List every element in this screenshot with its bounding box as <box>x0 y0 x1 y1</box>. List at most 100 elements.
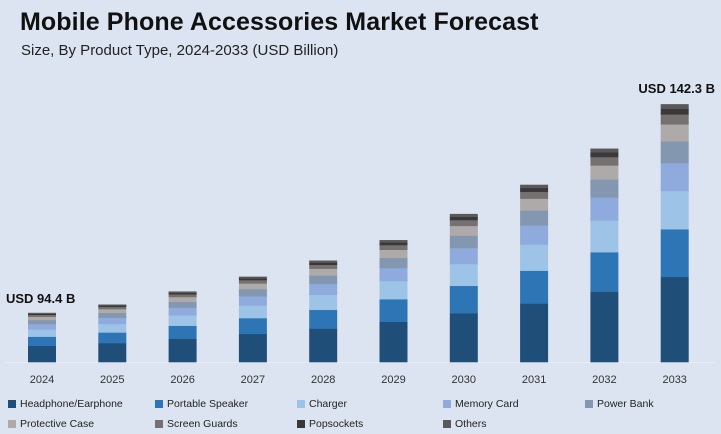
legend-item-portable-speaker: Portable Speaker <box>155 398 248 410</box>
x-tick-label: 2030 <box>452 374 476 386</box>
legend-swatch <box>585 400 593 408</box>
bar-segment-power-bank-2031 <box>520 210 549 226</box>
legend-swatch <box>155 420 163 428</box>
bars-group <box>28 104 689 363</box>
bar-segment-charger-2032 <box>590 220 619 253</box>
legend-label: Others <box>455 418 487 430</box>
annotations-group: USD 94.4 B USD 142.3 B <box>6 81 715 306</box>
bar-segment-headphone-earphone-2027 <box>238 333 267 363</box>
bar-segment-charger-2024 <box>28 329 56 337</box>
bar-segment-popsockets-2030 <box>449 216 478 221</box>
stacked-bar-chart: 2024 2025 2026 2027 2028 2029 2030 2031 2032 2033… <box>6 81 715 386</box>
bar-segment-charger-2028 <box>309 294 338 311</box>
bar-segment-headphone-earphone-2029 <box>379 321 408 363</box>
bar-segment-memory-card-2029 <box>379 267 408 282</box>
x-tick-label: 2032 <box>592 374 616 386</box>
x-tick-label: 2028 <box>311 374 335 386</box>
chart-title: Mobile Phone Accessories Market Forecast <box>20 8 539 36</box>
bar-segment-portable-speaker-2031 <box>520 270 549 304</box>
bar-segment-protective-case-2026 <box>168 296 197 302</box>
bar-stack-2027 <box>238 276 267 363</box>
bar-segment-screen-guards-2026 <box>168 294 197 298</box>
total-annotation-2024: USD 94.4 B <box>6 291 75 306</box>
bar-segment-screen-guards-2033 <box>660 114 689 125</box>
x-tick-labels: 2024 2025 2026 2027 2028 2029 2030 2031 2032 2033 <box>30 374 687 386</box>
total-annotation-2033: USD 142.3 B <box>638 81 715 96</box>
bar-segment-memory-card-2024 <box>28 323 56 330</box>
bar-segment-screen-guards-2031 <box>520 191 549 199</box>
bar-segment-protective-case-2028 <box>309 268 338 276</box>
bar-segment-popsockets-2031 <box>520 187 549 193</box>
legend-label: Protective Case <box>20 418 95 430</box>
x-tick-label: 2026 <box>170 374 194 386</box>
x-tick-label: 2024 <box>30 374 54 386</box>
legend-swatch <box>443 420 451 428</box>
bar-segment-portable-speaker-2027 <box>238 318 267 335</box>
bar-stack-2029 <box>379 240 408 363</box>
bar-segment-portable-speaker-2029 <box>379 299 408 323</box>
bar-segment-others-2029 <box>379 240 408 243</box>
bar-segment-protective-case-2032 <box>590 165 619 180</box>
bar-segment-popsockets-2027 <box>238 278 267 281</box>
legend-swatch <box>297 400 305 408</box>
legend-item-memory-card: Memory Card <box>443 398 519 410</box>
bar-segment-portable-speaker-2025 <box>98 332 127 344</box>
bar-segment-others-2026 <box>168 291 197 293</box>
bar-segment-headphone-earphone-2025 <box>98 343 127 363</box>
bar-segment-charger-2033 <box>660 190 689 230</box>
legend-item-others: Others <box>443 418 487 430</box>
bar-segment-others-2030 <box>449 213 478 217</box>
bar-segment-headphone-earphone-2024 <box>28 345 56 363</box>
bar-segment-portable-speaker-2024 <box>28 336 56 347</box>
bar-segment-portable-speaker-2033 <box>660 229 689 278</box>
bar-segment-headphone-earphone-2031 <box>520 303 549 363</box>
bar-segment-charger-2031 <box>520 244 549 271</box>
bar-segment-charger-2026 <box>168 315 197 326</box>
bar-segment-memory-card-2033 <box>660 163 689 192</box>
bar-segment-others-2028 <box>309 260 338 263</box>
legend-label: Screen Guards <box>167 418 238 430</box>
bar-stack-2026 <box>168 291 197 363</box>
legend-label: Popsockets <box>309 418 364 430</box>
bar-segment-power-bank-2028 <box>309 275 338 285</box>
bar-segment-power-bank-2030 <box>449 235 478 249</box>
legend-swatch <box>8 420 16 428</box>
bar-segment-memory-card-2032 <box>590 197 619 221</box>
legend-item-charger: Charger <box>297 398 347 410</box>
bar-segment-charger-2029 <box>379 281 408 300</box>
chart-subtitle: Size, By Product Type, 2024-2033 (USD Bi… <box>21 42 339 59</box>
legend-label: Portable Speaker <box>167 398 249 410</box>
bar-segment-screen-guards-2032 <box>590 156 619 166</box>
bar-stack-2024 <box>28 312 56 363</box>
bar-segment-others-2033 <box>660 104 689 109</box>
bar-segment-others-2025 <box>98 304 127 306</box>
bar-segment-screen-guards-2024 <box>28 314 56 317</box>
bar-stack-2025 <box>98 304 127 363</box>
bar-segment-others-2027 <box>238 276 267 279</box>
bar-segment-headphone-earphone-2033 <box>660 276 689 363</box>
x-tick-label: 2031 <box>522 374 546 386</box>
bar-segment-memory-card-2030 <box>449 247 478 265</box>
bar-segment-portable-speaker-2028 <box>309 309 338 329</box>
bar-segment-others-2032 <box>590 148 619 153</box>
bar-segment-protective-case-2033 <box>660 124 689 142</box>
bar-segment-screen-guards-2027 <box>238 280 267 284</box>
bar-segment-popsockets-2032 <box>590 152 619 158</box>
bar-segment-power-bank-2027 <box>238 289 267 297</box>
bar-segment-portable-speaker-2032 <box>590 252 619 292</box>
bar-segment-protective-case-2030 <box>449 225 478 236</box>
bar-segment-popsockets-2028 <box>309 262 338 265</box>
bar-segment-protective-case-2024 <box>28 316 56 321</box>
bar-segment-popsockets-2025 <box>98 305 127 307</box>
bar-stack-2032 <box>590 148 619 363</box>
bar-segment-protective-case-2025 <box>98 308 127 314</box>
bar-stack-2033 <box>660 104 689 363</box>
bar-segment-memory-card-2028 <box>309 283 338 296</box>
bar-segment-popsockets-2029 <box>379 242 408 246</box>
x-tick-label: 2033 <box>662 374 686 386</box>
legend-label: Charger <box>309 398 347 410</box>
bar-segment-others-2031 <box>520 184 549 189</box>
bar-segment-memory-card-2027 <box>238 296 267 306</box>
x-tick-label: 2027 <box>241 374 265 386</box>
legend: Headphone/Earphone Portable Speaker Charge… <box>0 396 721 434</box>
